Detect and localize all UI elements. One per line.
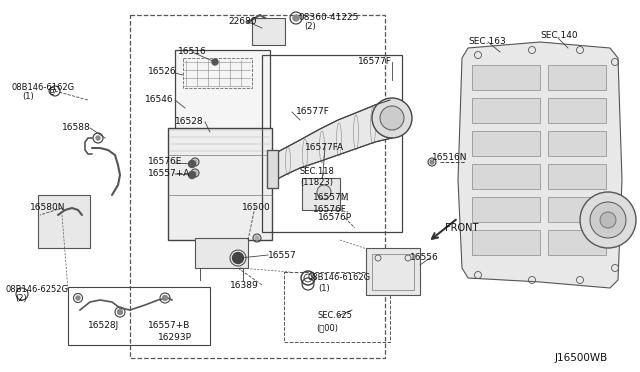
Circle shape <box>193 171 197 175</box>
Bar <box>472 98 540 123</box>
Text: 16576F: 16576F <box>313 205 347 215</box>
Bar <box>472 131 540 156</box>
Text: SEC.163: SEC.163 <box>468 38 506 46</box>
Circle shape <box>255 236 259 240</box>
Text: SEC.625: SEC.625 <box>318 311 353 321</box>
Text: 16528J: 16528J <box>88 321 119 330</box>
Text: J16500WB: J16500WB <box>555 353 608 363</box>
Text: 16516N: 16516N <box>432 154 467 163</box>
Text: 16576E: 16576E <box>148 157 182 167</box>
Bar <box>548 164 606 189</box>
Text: (䉥00): (䉥00) <box>316 324 338 333</box>
Bar <box>548 98 606 123</box>
Bar <box>195 238 248 268</box>
Text: 16580N: 16580N <box>30 203 65 212</box>
Circle shape <box>380 106 404 130</box>
Bar <box>472 197 540 222</box>
Text: FRONT: FRONT <box>445 223 478 233</box>
Bar <box>183 58 252 88</box>
Text: @: @ <box>48 87 56 96</box>
Text: SEC.118: SEC.118 <box>300 167 335 176</box>
Text: 16500: 16500 <box>242 202 271 212</box>
Text: 16577F: 16577F <box>358 58 392 67</box>
Text: 08B146-6162G: 08B146-6162G <box>308 273 371 282</box>
Text: 16528: 16528 <box>175 118 204 126</box>
Bar <box>366 248 420 295</box>
Bar <box>284 272 390 342</box>
Text: (2): (2) <box>304 22 316 32</box>
Polygon shape <box>272 100 392 182</box>
Bar <box>130 15 385 358</box>
Circle shape <box>189 160 195 167</box>
Circle shape <box>193 160 197 164</box>
Text: 16557: 16557 <box>268 250 297 260</box>
Text: 16293P: 16293P <box>158 333 192 341</box>
Circle shape <box>590 202 626 238</box>
Text: (1): (1) <box>318 283 330 292</box>
Text: 08B146-6252G: 08B146-6252G <box>5 285 68 295</box>
Text: 08B146-6162G: 08B146-6162G <box>12 83 75 93</box>
Text: 16389: 16389 <box>230 280 259 289</box>
Text: 16557+B: 16557+B <box>148 321 190 330</box>
Circle shape <box>372 98 412 138</box>
Circle shape <box>600 212 616 228</box>
Bar <box>472 65 540 90</box>
Text: 16556: 16556 <box>410 253 439 263</box>
Text: 16546: 16546 <box>145 96 173 105</box>
Bar <box>267 150 278 188</box>
Text: 16588: 16588 <box>62 122 91 131</box>
Circle shape <box>293 15 299 21</box>
Bar <box>472 230 540 255</box>
Circle shape <box>232 253 243 263</box>
Circle shape <box>118 310 122 314</box>
Circle shape <box>96 136 100 140</box>
Bar <box>252 18 285 45</box>
Circle shape <box>317 185 331 199</box>
Bar <box>168 128 272 240</box>
Bar <box>38 195 90 248</box>
Bar <box>472 164 540 189</box>
Bar <box>548 230 606 255</box>
Circle shape <box>430 160 434 164</box>
Circle shape <box>163 295 168 301</box>
Bar <box>548 197 606 222</box>
Text: 16516: 16516 <box>178 48 207 57</box>
Bar <box>302 178 340 210</box>
Bar <box>372 254 414 290</box>
Text: (11823): (11823) <box>300 179 333 187</box>
Polygon shape <box>458 42 622 288</box>
Circle shape <box>580 192 636 248</box>
Circle shape <box>76 296 80 300</box>
Text: 16526: 16526 <box>148 67 177 77</box>
Text: 16557+A: 16557+A <box>148 170 190 179</box>
Text: SEC.140: SEC.140 <box>540 32 578 41</box>
Text: 08360-41225: 08360-41225 <box>298 13 358 22</box>
Bar <box>262 55 402 232</box>
Text: 22680: 22680 <box>228 17 257 26</box>
Text: (2): (2) <box>15 295 27 304</box>
Text: 16557M: 16557M <box>313 193 349 202</box>
Circle shape <box>189 171 195 179</box>
Bar <box>68 287 210 345</box>
Bar <box>548 131 606 156</box>
Text: 16577FA: 16577FA <box>305 144 344 153</box>
Bar <box>175 50 270 130</box>
Circle shape <box>212 59 218 65</box>
Bar <box>548 65 606 90</box>
Text: (1): (1) <box>22 93 34 102</box>
Text: 16576P: 16576P <box>318 214 352 222</box>
Text: 16577F: 16577F <box>296 108 330 116</box>
